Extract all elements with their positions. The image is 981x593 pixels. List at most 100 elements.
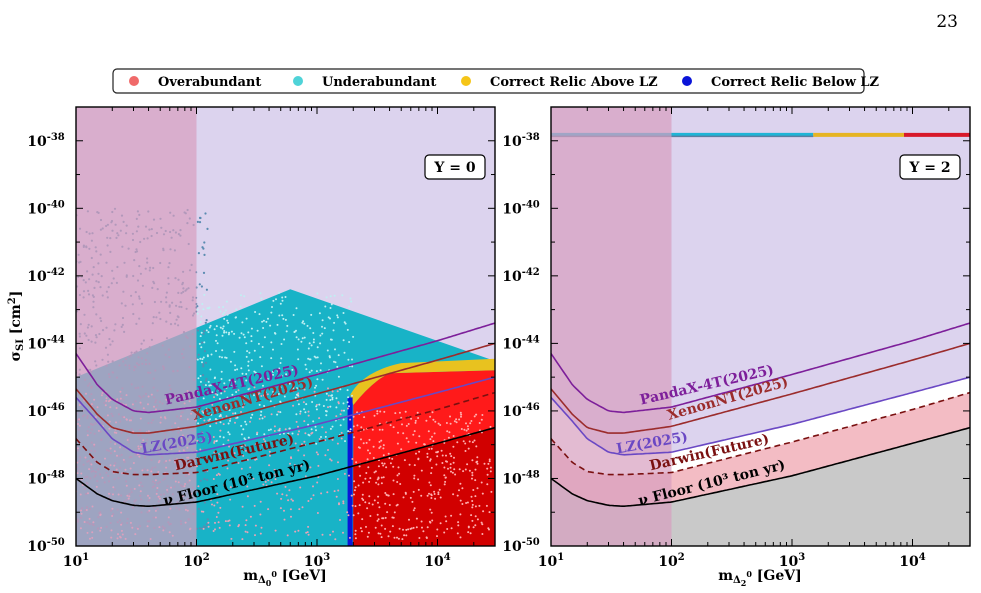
scatter-point bbox=[431, 411, 434, 414]
scatter-point bbox=[470, 495, 473, 498]
scatter-point bbox=[259, 292, 262, 295]
scatter-point bbox=[227, 422, 230, 425]
scatter-point bbox=[228, 433, 231, 436]
scatter-point bbox=[475, 445, 478, 448]
scatter-point bbox=[198, 221, 202, 224]
scatter-point bbox=[343, 472, 346, 475]
scatter-point bbox=[218, 526, 221, 529]
scatter-point bbox=[471, 519, 474, 522]
scatter-point bbox=[351, 394, 353, 397]
scatter-point bbox=[278, 427, 281, 430]
scatter-point bbox=[226, 313, 229, 316]
scatter-point bbox=[276, 492, 279, 495]
scatter-point bbox=[304, 411, 307, 414]
scatter-point bbox=[207, 456, 210, 459]
scatter-point bbox=[199, 479, 202, 482]
scatter-point bbox=[219, 326, 222, 329]
scatter-point bbox=[440, 449, 443, 452]
scatter-point bbox=[305, 368, 308, 371]
scatter-point bbox=[196, 457, 199, 460]
scatter-point bbox=[310, 313, 313, 316]
scatter-point bbox=[227, 520, 230, 523]
scatter-point bbox=[218, 458, 221, 461]
scatter-point bbox=[396, 474, 399, 477]
scatter-point bbox=[465, 422, 467, 425]
scatter-point bbox=[353, 489, 356, 492]
scatter-point bbox=[217, 511, 220, 514]
scatter-point bbox=[473, 415, 476, 418]
scatter-point bbox=[489, 425, 492, 428]
scatter-point bbox=[336, 390, 339, 393]
scatter-point bbox=[203, 253, 206, 256]
scatter-point bbox=[329, 533, 332, 536]
scatter-point bbox=[446, 460, 448, 463]
curve-darwin bbox=[551, 391, 970, 476]
scatter-point bbox=[432, 440, 435, 443]
scatter-point bbox=[222, 306, 225, 308]
scatter-point bbox=[284, 318, 287, 321]
scatter-point bbox=[273, 332, 276, 334]
scatter-point bbox=[436, 451, 439, 454]
scatter-point bbox=[389, 424, 392, 427]
scatter-point bbox=[380, 476, 383, 479]
scatter-point bbox=[482, 510, 485, 513]
scatter-point bbox=[286, 324, 289, 327]
scatter-point bbox=[373, 471, 376, 474]
scatter-point bbox=[383, 462, 386, 465]
axis-ticks bbox=[75, 106, 496, 547]
scatter-point bbox=[466, 463, 469, 466]
scatter-point bbox=[413, 430, 416, 433]
scatter-point bbox=[307, 423, 310, 426]
scatter-point bbox=[344, 440, 346, 443]
scatter-point bbox=[197, 377, 200, 380]
scatter-point bbox=[458, 468, 461, 471]
scatter-point bbox=[253, 349, 256, 352]
scatter-point bbox=[449, 422, 452, 425]
scatter-point bbox=[260, 410, 263, 413]
scatter-point bbox=[262, 319, 265, 322]
scatter-point bbox=[354, 486, 357, 489]
scatter-point bbox=[447, 436, 450, 439]
scatter-point bbox=[301, 506, 304, 509]
scatter-point bbox=[449, 452, 452, 455]
scatter-point bbox=[228, 445, 231, 448]
scatter-point bbox=[201, 341, 204, 344]
panel-label: Y = 2 bbox=[899, 154, 961, 180]
scatter-point bbox=[415, 452, 417, 455]
scatter-point bbox=[265, 320, 268, 323]
scatter-point bbox=[339, 413, 342, 416]
scatter-point bbox=[207, 419, 210, 422]
scatter-point bbox=[304, 432, 307, 435]
scatter-point bbox=[243, 437, 246, 440]
scatter-point bbox=[295, 413, 298, 416]
scatter-point bbox=[204, 410, 207, 413]
scatter-point bbox=[366, 535, 369, 538]
scatter-point bbox=[316, 356, 319, 359]
scatter-point bbox=[201, 246, 204, 249]
scatter-point bbox=[230, 537, 233, 540]
scatter-point bbox=[216, 386, 219, 389]
scatter-point bbox=[225, 406, 227, 409]
scatter-point bbox=[237, 389, 240, 392]
scatter-point bbox=[210, 413, 213, 416]
scatter-point bbox=[450, 514, 453, 517]
scatter-point bbox=[316, 378, 319, 381]
scatter-point bbox=[333, 490, 336, 493]
scatter-point bbox=[249, 515, 252, 518]
scatter-point bbox=[399, 483, 402, 485]
scatter-point bbox=[449, 466, 452, 469]
scatter-point bbox=[377, 495, 380, 498]
scatter-point bbox=[217, 521, 220, 524]
scatter-point bbox=[283, 395, 286, 398]
scatter-point bbox=[259, 513, 262, 516]
scatter-point bbox=[200, 315, 203, 318]
scatter-point bbox=[316, 346, 319, 349]
scatter-point bbox=[476, 518, 479, 521]
scatter-point bbox=[230, 330, 233, 333]
scatter-point bbox=[197, 398, 200, 401]
scatter-point bbox=[379, 410, 382, 413]
scatter-point bbox=[470, 514, 473, 517]
scatter-point bbox=[313, 390, 316, 393]
scatter-point bbox=[310, 369, 313, 372]
scatter-point bbox=[392, 516, 395, 519]
